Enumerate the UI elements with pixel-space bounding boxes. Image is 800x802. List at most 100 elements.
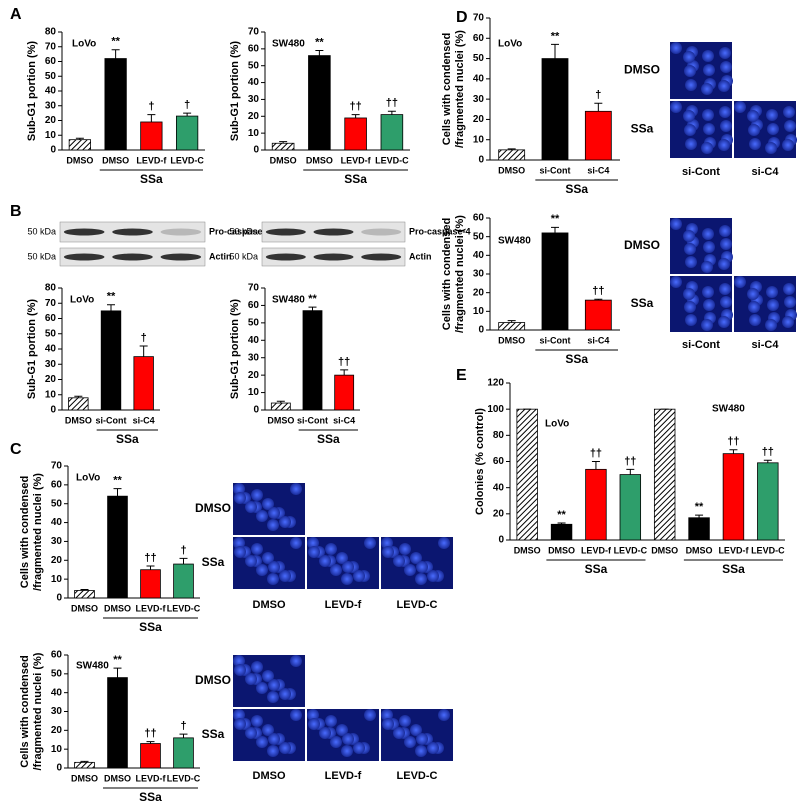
blot-marker: 50 kDa <box>229 251 258 261</box>
blot-band <box>160 228 202 236</box>
nucleus <box>701 142 713 154</box>
significance: † <box>180 720 186 732</box>
nucleus <box>719 47 731 59</box>
y-tick-label: 60 <box>473 33 485 44</box>
y-tick-label: 0 <box>50 405 56 416</box>
x-tick-label: LEVD-f <box>718 545 749 555</box>
bar <box>516 408 538 541</box>
bar <box>334 374 355 411</box>
y-tick-label: 60 <box>45 56 57 67</box>
x-tick-label: LEVD-C <box>170 155 204 165</box>
cell-line-label: LoVo <box>70 295 94 306</box>
y-tick-label: 10 <box>45 389 57 400</box>
nucleus <box>416 733 428 745</box>
y-axis-label: Colonies (% control) <box>474 408 486 515</box>
group-label: SSa <box>139 620 162 634</box>
x-tick-label: DMSO <box>498 165 525 175</box>
x-tick-label: LEVD-C <box>167 603 201 613</box>
nucleus <box>718 316 730 328</box>
significance: ** <box>315 36 324 48</box>
blot-band <box>361 253 402 261</box>
nucleus <box>427 570 439 582</box>
y-tick-label: 60 <box>493 456 505 467</box>
nucleus <box>364 537 376 549</box>
nucleus <box>353 570 365 582</box>
error-bar <box>179 557 188 565</box>
nucleus <box>701 319 713 331</box>
nucleus <box>267 573 279 585</box>
bar <box>550 523 573 541</box>
nucleus <box>308 546 320 558</box>
y-tick-label: 40 <box>45 86 57 97</box>
nucleus <box>268 507 280 519</box>
x-tick-label: DMSO <box>548 545 575 555</box>
nucleus <box>262 498 274 510</box>
blot-band <box>265 228 306 236</box>
error-bar <box>146 565 155 570</box>
significance: †† <box>386 97 398 109</box>
y-tick-label: 70 <box>45 298 57 309</box>
error-bar <box>551 43 559 59</box>
nucleus <box>765 142 777 154</box>
nucleus <box>416 561 428 573</box>
error-bar <box>340 369 349 376</box>
nucleus <box>782 139 794 151</box>
y-tick-label: 60 <box>45 313 57 324</box>
y-tick-label: 30 <box>45 100 57 111</box>
nucleus <box>766 109 778 121</box>
nucleus <box>251 715 263 727</box>
row-label: DMSO <box>624 238 660 252</box>
nucleus <box>330 736 342 748</box>
bar <box>688 517 710 541</box>
error-bar <box>146 741 155 744</box>
blot-marker: 50 kDa <box>229 226 258 236</box>
nucleus <box>381 537 393 549</box>
nucleus <box>279 688 291 700</box>
bar <box>541 58 569 161</box>
significance: ** <box>113 654 122 666</box>
nucleus <box>749 314 761 326</box>
nucleus <box>410 552 422 564</box>
nucleus <box>268 561 280 573</box>
bar <box>498 322 526 331</box>
nucleus <box>749 138 761 150</box>
significance: † <box>595 89 601 101</box>
nucleus <box>399 715 411 727</box>
y-tick-label: 30 <box>473 269 485 280</box>
column-label: si-Cont <box>682 339 720 351</box>
error-bar <box>507 148 516 150</box>
y-tick-label: 70 <box>473 13 485 24</box>
y-tick-label: 20 <box>45 115 57 126</box>
bar <box>140 121 163 151</box>
y-tick-label: 30 <box>51 706 63 717</box>
x-tick-label: LEVD-f <box>341 155 372 165</box>
nucleus <box>319 555 331 567</box>
nucleus <box>784 120 796 132</box>
error-bar <box>80 760 89 763</box>
nucleus <box>782 316 794 328</box>
nucleus <box>684 301 696 313</box>
y-tick-label: 60 <box>51 479 63 490</box>
y-tick-label: 60 <box>473 213 485 224</box>
y-tick-label: 30 <box>45 359 57 370</box>
nucleus <box>251 661 263 673</box>
y-tick-label: 50 <box>248 60 260 71</box>
y-tick-label: 50 <box>51 498 63 509</box>
x-tick-label: DMSO <box>306 155 333 165</box>
blot-marker: 50 kDa <box>27 251 56 261</box>
group-label: SSa <box>116 432 139 446</box>
nucleus <box>233 709 245 721</box>
bar <box>380 114 404 151</box>
significance: †† <box>338 356 350 368</box>
nucleus <box>404 736 416 748</box>
panel-letter: A <box>10 6 22 23</box>
error-bar <box>594 102 603 112</box>
nucleus <box>747 110 759 122</box>
bar <box>133 356 154 411</box>
significance: ** <box>551 213 560 225</box>
nucleus <box>279 570 291 582</box>
nucleus <box>234 718 246 730</box>
x-tick-label: DMSO <box>270 155 297 165</box>
nucleus <box>670 218 682 230</box>
error-bar <box>80 589 89 591</box>
